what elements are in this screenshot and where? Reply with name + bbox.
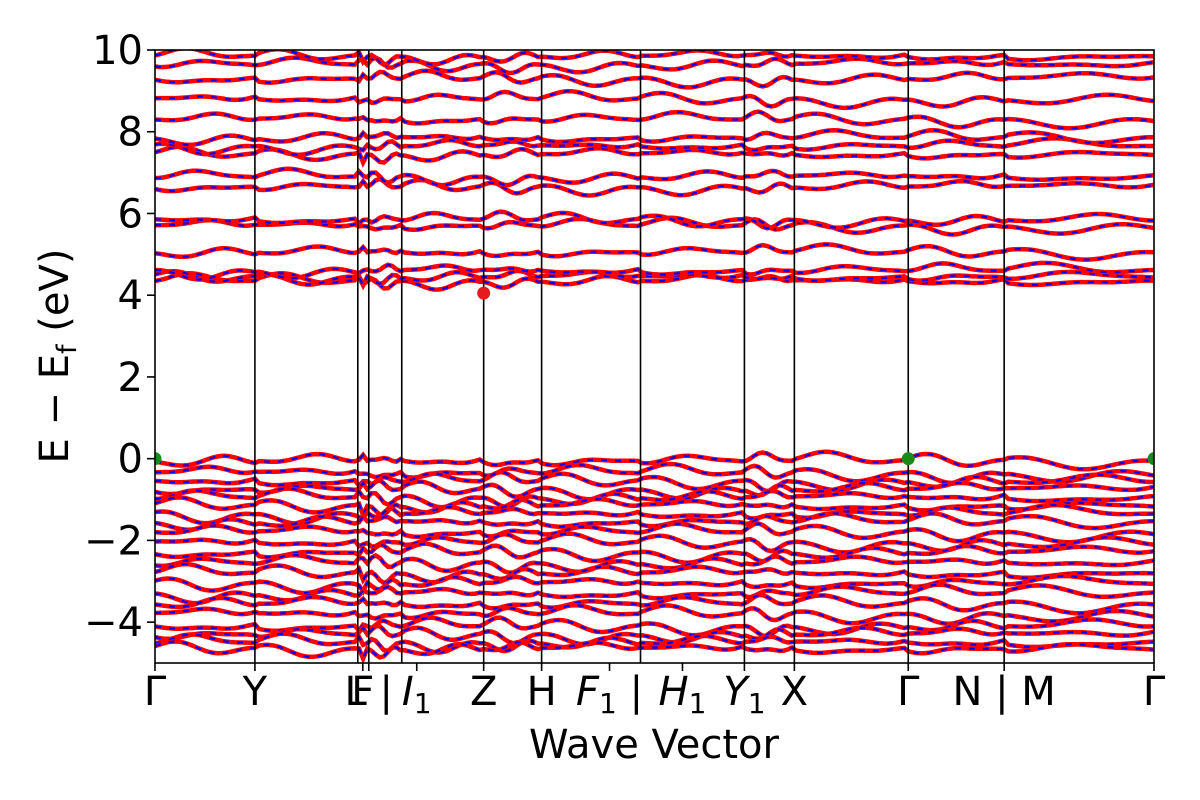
x-tick-label: N | M bbox=[952, 669, 1055, 715]
y-tick-label: 8 bbox=[118, 110, 143, 156]
x-tick-label: H1 bbox=[659, 669, 707, 720]
y-axis-label-sub: f bbox=[52, 343, 83, 354]
y-tick-label: 0 bbox=[118, 437, 143, 483]
band-line-spin-up bbox=[155, 602, 1154, 627]
band-line-spin-down bbox=[155, 269, 1154, 288]
band-line-spin-down bbox=[155, 137, 1154, 156]
band-line-spin-down bbox=[155, 522, 1154, 544]
extrema-markers bbox=[155, 286, 1154, 466]
y-tick-label: 4 bbox=[118, 273, 143, 319]
band-line-spin-down bbox=[155, 216, 1154, 236]
band-line-spin-down bbox=[155, 450, 1154, 471]
band-line-spin-down bbox=[155, 624, 1154, 646]
x-tick-label: H bbox=[527, 669, 557, 715]
y-axis-label-unit: (eV) bbox=[32, 249, 78, 345]
band-line-spin-down bbox=[155, 243, 1154, 261]
band-line-spin-down bbox=[155, 50, 1154, 66]
band-line-spin-down bbox=[155, 487, 1154, 509]
band-line-spin-down bbox=[155, 210, 1154, 230]
x-tick-label: I1 bbox=[402, 669, 432, 720]
y-axis-label: E − Ef (eV) bbox=[32, 249, 83, 464]
y-tick-label: −4 bbox=[84, 600, 143, 646]
band-line-spin-down bbox=[155, 632, 1154, 654]
band-line-spin-down bbox=[155, 261, 1154, 281]
x-tick-label: Γ bbox=[897, 669, 920, 715]
vbm-marker bbox=[1147, 452, 1154, 466]
band-line-spin-down bbox=[155, 553, 1154, 574]
x-tick-label: F1 | bbox=[576, 669, 643, 720]
cbm-marker bbox=[477, 286, 491, 300]
band-line-spin-down bbox=[155, 532, 1154, 554]
x-tick-label: Γ bbox=[1143, 669, 1166, 715]
band-line-spin-down bbox=[155, 145, 1154, 166]
plot-frame bbox=[154, 49, 1155, 664]
band-line-spin-down bbox=[155, 640, 1154, 662]
band-line-spin-down bbox=[155, 90, 1154, 110]
x-tick-label: Γ bbox=[144, 669, 167, 715]
band-line-spin-down bbox=[155, 479, 1154, 501]
y-axis-ticks: −4 −2 0 2 4 6 8 10 bbox=[84, 28, 155, 646]
band-line-spin-down bbox=[155, 462, 1154, 484]
band-line-spin-down bbox=[155, 69, 1154, 89]
y-axis-label-main: E − E bbox=[32, 354, 78, 464]
x-tick-label: Y bbox=[242, 669, 268, 715]
y-tick-label: 10 bbox=[92, 28, 143, 74]
y-tick-label: 2 bbox=[118, 355, 143, 401]
band-line-spin-down bbox=[155, 470, 1154, 493]
vbm-marker bbox=[901, 452, 915, 466]
vbm-marker bbox=[155, 452, 162, 466]
band-line-spin-down bbox=[155, 56, 1154, 75]
band-lines bbox=[155, 50, 1154, 663]
x-tick-label: F bbox=[351, 669, 374, 715]
x-axis-ticks: Γ Y FL | I1 Z H F1 | H1 Y1 X Γ N | M Γ bbox=[144, 663, 1166, 720]
band-line-spin-down bbox=[155, 542, 1154, 564]
band-line-spin-down bbox=[155, 177, 1154, 197]
x-axis-label: Wave Vector bbox=[529, 722, 780, 768]
band-line-spin-down bbox=[155, 562, 1154, 585]
x-tick-label: L | bbox=[345, 669, 393, 715]
x-tick-label: Z bbox=[470, 669, 497, 715]
band-line-spin-down bbox=[155, 110, 1154, 130]
band-line-spin-down bbox=[155, 167, 1154, 187]
y-tick-label: −2 bbox=[84, 518, 143, 564]
high-symmetry-lines bbox=[254, 50, 1005, 663]
band-line-spin-down bbox=[155, 129, 1154, 147]
band-line-spin-down bbox=[155, 496, 1154, 519]
x-tick-label: X bbox=[781, 669, 808, 715]
band-line-spin-down bbox=[155, 512, 1154, 531]
band-line-spin-down bbox=[155, 616, 1154, 638]
band-line-spin-down bbox=[155, 594, 1154, 615]
x-tick-label: Y1 bbox=[723, 669, 765, 720]
band-line-spin-down bbox=[155, 583, 1154, 605]
y-tick-label: 6 bbox=[118, 191, 143, 237]
